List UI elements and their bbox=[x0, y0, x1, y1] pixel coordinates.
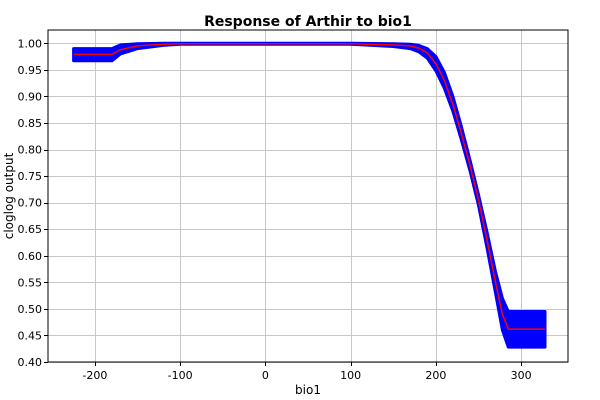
y-tick-label: 0.55 bbox=[18, 276, 43, 289]
y-tick-label: 0.75 bbox=[18, 170, 43, 183]
x-tick-label: 100 bbox=[340, 369, 361, 382]
x-tick-label: 200 bbox=[425, 369, 446, 382]
series bbox=[72, 41, 547, 349]
response-line bbox=[73, 43, 545, 330]
x-axis-label: bio1 bbox=[295, 383, 321, 397]
y-tick-label: 0.40 bbox=[18, 356, 43, 369]
y-tick-label: 1.00 bbox=[18, 37, 43, 50]
x-tick-label: 0 bbox=[262, 369, 269, 382]
y-tick-label: 0.90 bbox=[18, 90, 43, 103]
confidence-band bbox=[72, 41, 547, 349]
y-tick-label: 0.60 bbox=[18, 250, 43, 263]
y-tick-label: 0.80 bbox=[18, 144, 43, 157]
x-tick-label: -100 bbox=[168, 369, 193, 382]
y-tick-label: 0.85 bbox=[18, 117, 43, 130]
x-tick-label: 300 bbox=[511, 369, 532, 382]
plot-frame bbox=[47, 29, 569, 363]
y-tick-label: 0.65 bbox=[18, 223, 43, 236]
y-tick-label: 0.50 bbox=[18, 303, 43, 316]
y-tick-label: 0.95 bbox=[18, 64, 43, 77]
chart-title: Response of Arthir to bio1 bbox=[204, 14, 412, 30]
y-tick-label: 0.45 bbox=[18, 329, 43, 342]
grid bbox=[48, 30, 568, 363]
y-tick-label: 0.70 bbox=[18, 197, 43, 210]
y-axis-label: cloglog output bbox=[2, 152, 16, 239]
axis-ticks: -200 -100 0 100 200 300 0.40 0.45 0.50 0.55 0.60 0.… bbox=[18, 37, 532, 382]
x-tick-label: -200 bbox=[82, 369, 107, 382]
